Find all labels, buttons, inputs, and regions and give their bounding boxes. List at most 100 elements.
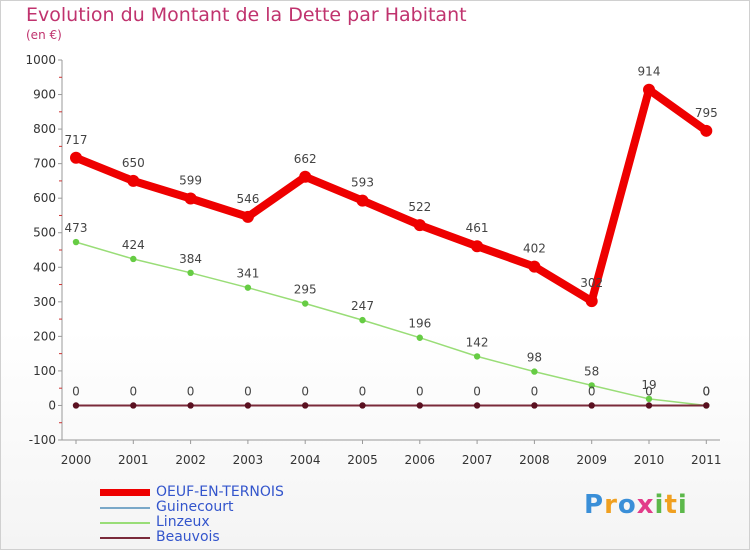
x-tick-label: 2003 — [233, 453, 264, 467]
series-line-oeuf-en-ternois — [72, 85, 711, 306]
data-label: 0 — [359, 384, 367, 398]
legend-label: Guinecourt — [156, 499, 234, 515]
data-label: 0 — [473, 384, 481, 398]
data-point — [473, 353, 481, 360]
data-point — [531, 368, 538, 375]
data-point — [413, 219, 426, 232]
data-label: 0 — [645, 384, 653, 398]
data-point — [700, 124, 713, 137]
data-label: 0 — [72, 384, 80, 398]
data-point — [356, 194, 369, 207]
logo-letter: i — [677, 490, 688, 520]
chart-title: Evolution du Montant de la Dette par Hab… — [26, 4, 467, 26]
data-point — [643, 83, 655, 96]
data-label: 341 — [236, 267, 259, 281]
x-tick-label: 2006 — [405, 453, 436, 467]
data-label: 0 — [416, 384, 424, 398]
data-point — [184, 192, 197, 205]
data-point — [127, 174, 140, 187]
legend-item: Linzeux — [100, 515, 210, 530]
data-point — [359, 402, 366, 409]
data-point — [588, 382, 595, 389]
legend-item: OEUF-EN-TERNOIS — [100, 485, 284, 500]
data-label: 795 — [695, 106, 718, 120]
data-label: 473 — [65, 221, 88, 235]
data-label: 0 — [531, 384, 539, 398]
data-label: 0 — [702, 384, 710, 398]
legend-item: Beauvois — [100, 530, 220, 545]
data-point — [703, 402, 710, 409]
x-tick-label: 2011 — [691, 453, 722, 467]
data-label: 662 — [294, 152, 317, 166]
y-tick-label: 100 — [33, 364, 56, 378]
data-label: 0 — [187, 384, 195, 398]
y-tick-label: 0 — [48, 398, 56, 412]
data-point — [416, 402, 423, 409]
data-point — [302, 402, 309, 409]
series-line-linzeux — [75, 241, 708, 407]
data-point — [585, 295, 598, 308]
legend-label: OEUF-EN-TERNOIS — [156, 484, 284, 500]
x-tick-label: 2010 — [634, 453, 665, 467]
x-tick-label: 2001 — [118, 453, 149, 467]
data-point — [471, 240, 484, 253]
legend-swatch — [100, 506, 150, 509]
data-point — [473, 402, 481, 409]
x-tick-label: 2005 — [347, 453, 378, 467]
data-point — [299, 170, 312, 183]
data-point — [72, 238, 80, 246]
data-point — [645, 402, 653, 409]
data-point — [528, 260, 541, 273]
legend-swatch — [100, 489, 150, 496]
data-point — [416, 334, 423, 341]
logo-letter: t — [664, 490, 678, 520]
proxiti-logo: Proxiti — [584, 490, 688, 520]
legend-label: Beauvois — [156, 529, 220, 545]
data-point — [531, 402, 538, 409]
y-tick-label: 500 — [33, 226, 56, 240]
logo-letter: x — [636, 490, 655, 520]
y-tick-label: 700 — [33, 157, 56, 171]
data-label: 522 — [408, 200, 431, 214]
y-tick-label: 300 — [33, 295, 56, 309]
data-point — [187, 269, 194, 276]
x-tick-label: 2007 — [462, 453, 493, 467]
data-point — [645, 395, 653, 403]
data-label: 461 — [466, 221, 489, 235]
logo-letter: i — [654, 490, 665, 520]
legend-swatch — [100, 521, 150, 524]
y-tick-label: 200 — [33, 329, 56, 343]
x-tick-label: 2002 — [175, 453, 206, 467]
data-point — [241, 210, 254, 223]
data-label: 384 — [179, 252, 202, 266]
data-label: 717 — [65, 133, 88, 147]
logo-letter: o — [617, 490, 637, 520]
data-point — [302, 300, 309, 307]
data-label: 0 — [301, 384, 309, 398]
x-tick-label: 2009 — [576, 453, 607, 467]
data-label: 0 — [244, 384, 252, 398]
data-point — [187, 402, 194, 409]
data-label: 196 — [408, 317, 431, 331]
y-tick-label: 800 — [33, 122, 56, 136]
chart-subtitle: (en €) — [26, 28, 62, 42]
data-label: 593 — [351, 176, 374, 190]
data-label: 0 — [588, 384, 596, 398]
data-point — [359, 316, 366, 324]
logo-letter: r — [604, 490, 618, 520]
x-tick-label: 2004 — [290, 453, 321, 467]
x-tick-label: 2008 — [519, 453, 550, 467]
data-point — [130, 255, 137, 263]
data-point — [72, 402, 80, 409]
data-label: 98 — [527, 351, 542, 365]
data-label: 599 — [179, 174, 202, 188]
data-label: 19 — [641, 378, 656, 392]
legend-label: Linzeux — [156, 514, 210, 530]
data-label: 0 — [702, 384, 710, 398]
line-chart: -100010020030040050060070080090010002000… — [25, 53, 722, 467]
data-label: 546 — [236, 192, 259, 206]
data-point — [130, 402, 137, 409]
data-label: 142 — [466, 335, 489, 349]
data-label: 295 — [294, 283, 317, 297]
data-point — [588, 402, 595, 409]
